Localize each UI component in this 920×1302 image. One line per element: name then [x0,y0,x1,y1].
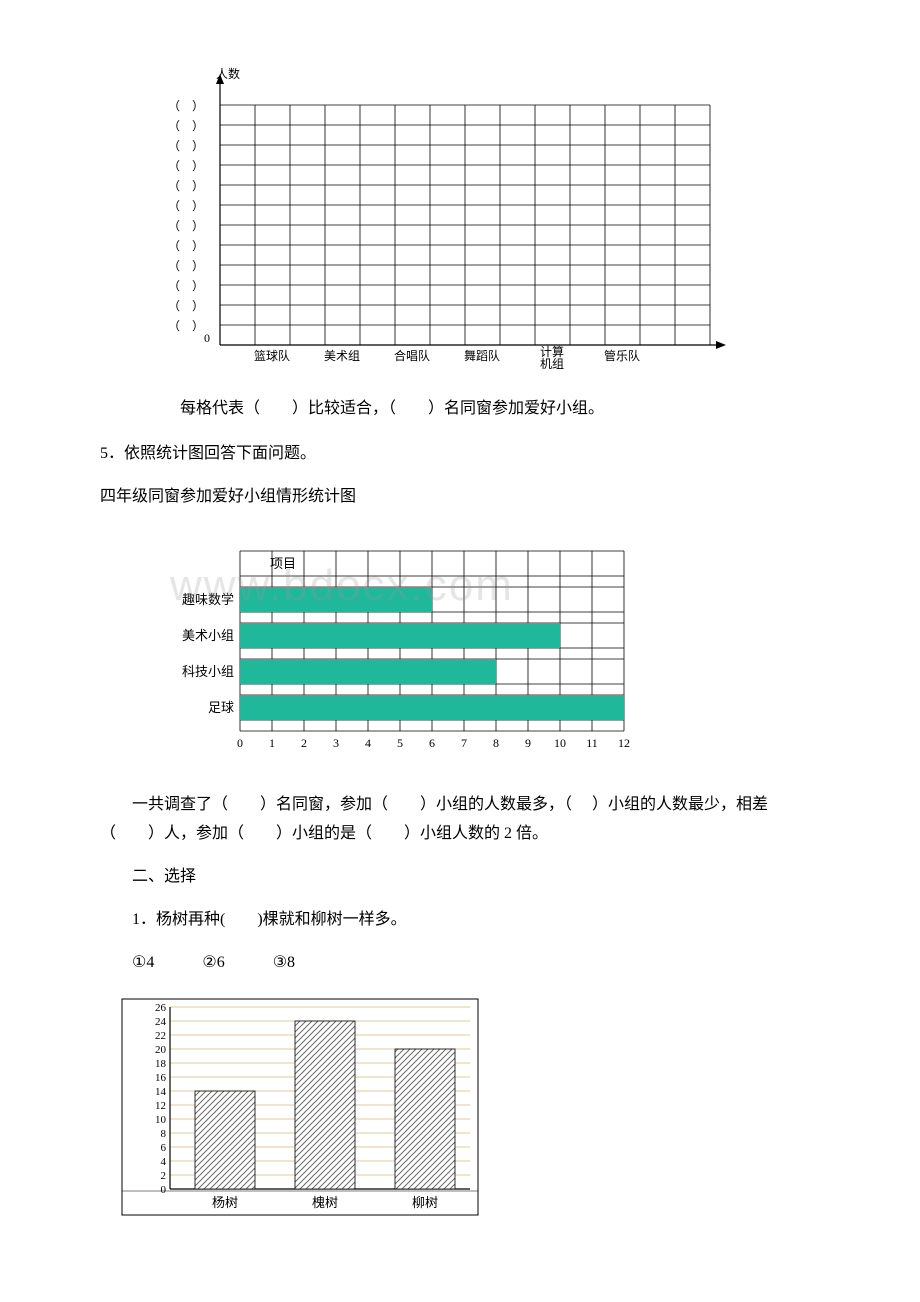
chart2-cat-labels: 趣味数学 美术小组 科技小组 足球 [182,592,234,715]
svg-text:柳树: 柳树 [412,1195,438,1210]
chart2-xticks: 0 1 2 3 4 5 6 7 8 9 10 11 12 [237,736,630,750]
svg-text:0: 0 [237,736,243,750]
svg-text:美术组: 美术组 [324,349,360,363]
chart2-header: 项目 [270,556,296,571]
svg-text:篮球队: 篮球队 [254,348,290,363]
svg-text:足球: 足球 [208,700,234,715]
svg-text:（ ）: （ ） [168,259,204,273]
svg-text:（ ）: （ ） [168,299,204,313]
chart2-svg: 项目 趣味数学 美术小组 科技小组 足球 0 1 2 3 4 5 6 7 8 9… [140,531,660,766]
svg-text:20: 20 [155,1044,167,1056]
svg-text:杨树: 杨树 [212,1195,238,1210]
svg-text:（ ）: （ ） [168,139,204,153]
chart3-svg: 26 24 22 20 18 16 14 12 10 8 6 4 2 0 杨树 … [120,997,480,1222]
svg-text:槐树: 槐树 [312,1195,338,1210]
svg-text:（ ）: （ ） [168,319,204,333]
svg-text:3: 3 [333,736,339,750]
svg-text:（ ）: （ ） [168,179,204,193]
svg-text:26: 26 [155,1002,167,1014]
mc1-question: 1．杨树再种( )棵就和柳树一样多。 [100,906,820,935]
svg-text:12: 12 [618,736,630,750]
section2-heading: 二、选择 [100,863,820,892]
chart1-container: 人数 [140,60,820,375]
svg-text:14: 14 [155,1086,167,1098]
svg-text:7: 7 [461,736,467,750]
svg-text:8: 8 [161,1128,167,1140]
svg-text:4: 4 [161,1156,167,1168]
svg-text:10: 10 [155,1114,167,1126]
chart1-svg: 人数 [140,60,740,370]
chart1-grid [220,105,710,345]
svg-text:（ ）: （ ） [168,219,204,233]
svg-text:舞蹈队: 舞蹈队 [464,348,500,363]
q5-title: 四年级同窗参加爱好小组情形统计图 [100,483,820,512]
svg-text:11: 11 [586,736,598,750]
chart1-origin: 0 [204,331,210,345]
svg-text:18: 18 [155,1058,167,1070]
chart3-bars [195,1021,455,1189]
svg-text:2: 2 [161,1170,167,1182]
svg-text:计算机组: 计算机组 [540,344,564,370]
svg-text:2: 2 [301,736,307,750]
svg-text:科技小组: 科技小组 [182,664,234,679]
svg-text:美术小组: 美术小组 [182,628,234,643]
svg-text:22: 22 [155,1030,166,1042]
chart2-caption: 一共调查了（ ）名同窗，参加（ ）小组的人数最多，（ ）小组的人数最少，相差（ … [100,791,820,849]
svg-text:管乐队: 管乐队 [604,348,640,363]
chart3-yticks: 26 24 22 20 18 16 14 12 10 8 6 4 2 0 [155,1002,167,1196]
q5-label: 5．依照统计图回答下面问题。 [100,440,820,469]
svg-text:8: 8 [493,736,499,750]
svg-text:6: 6 [161,1142,167,1154]
svg-text:合唱队: 合唱队 [394,348,430,363]
chart2-container: www.bdocx.com [140,531,820,771]
svg-text:5: 5 [397,736,403,750]
svg-text:（ ）: （ ） [168,239,204,253]
svg-text:趣味数学: 趣味数学 [182,592,234,607]
chart1-caption: 每格代表（ ）比较适合，（ ）名同窗参加爱好小组。 [180,395,820,424]
svg-text:（ ）: （ ） [168,119,204,133]
chart1-x-labels: 篮球队 美术组 合唱队 舞蹈队 计算机组 管乐队 [254,344,640,370]
svg-text:16: 16 [155,1072,167,1084]
chart3-container: 26 24 22 20 18 16 14 12 10 8 6 4 2 0 杨树 … [120,997,820,1227]
svg-text:0: 0 [161,1184,167,1196]
chart3-xlabels: 杨树 槐树 柳树 [212,1195,438,1210]
chart1-row-labels: （ ） （ ） （ ） （ ） （ ） （ ） （ ） （ ） （ ） （ ） … [168,99,204,333]
svg-text:6: 6 [429,736,435,750]
svg-text:10: 10 [554,736,566,750]
svg-text:12: 12 [155,1100,166,1112]
svg-text:（ ）: （ ） [168,99,204,113]
mc1-options: ①4 ②6 ③8 [100,949,820,978]
svg-text:4: 4 [365,736,371,750]
svg-text:（ ）: （ ） [168,199,204,213]
svg-text:24: 24 [155,1016,167,1028]
svg-text:（ ）: （ ） [168,159,204,173]
svg-text:（ ）: （ ） [168,279,204,293]
svg-text:9: 9 [525,736,531,750]
svg-text:1: 1 [269,736,275,750]
